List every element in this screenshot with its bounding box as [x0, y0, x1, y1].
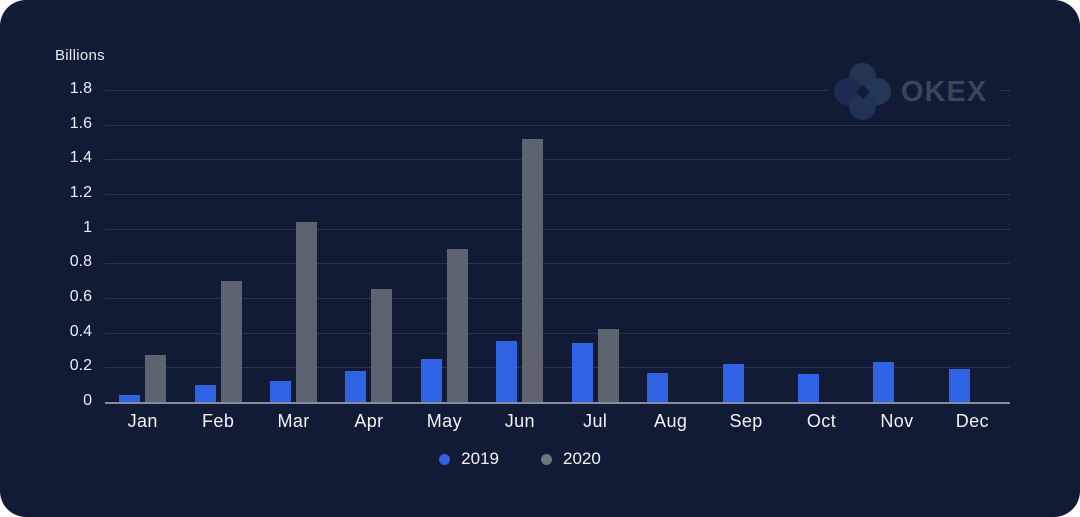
x-tick-label-jan: Jan [127, 411, 158, 431]
y-tick-label: 0.4 [69, 322, 92, 340]
bar-group-dec [935, 90, 1010, 402]
chart-legend: 2019 2020 [0, 449, 1040, 469]
y-tick-label: 0.2 [69, 357, 92, 375]
y-tick-label: 1.2 [69, 184, 92, 201]
x-tick-label-jul: Jul [583, 411, 608, 431]
bar-2019-oct [798, 374, 819, 402]
x-tick-label-nov: Nov [880, 411, 914, 431]
legend-label: 2020 [563, 449, 601, 468]
legend-dot-2020 [541, 453, 552, 465]
bar-2019-jun [496, 341, 518, 402]
gridline [105, 194, 1010, 195]
bar-group-aug [633, 90, 708, 402]
x-tick-label-sep: Sep [729, 411, 763, 431]
x-tick-label-jun: Jun [504, 411, 535, 431]
bar-2020-jul [597, 329, 619, 402]
y-tick-label: 0 [83, 392, 92, 409]
gridline [105, 228, 1010, 230]
x-tick-label-aug: Aug [654, 411, 688, 431]
x-axis-labels: Jan Feb Mar Apr May Jun Jul Aug Sep Oct Nov Dec [105, 411, 1010, 432]
x-tick-label-dec: Dec [955, 411, 989, 431]
bar-2019-may [420, 358, 442, 402]
bar-group-jul [558, 90, 633, 402]
bar-group-nov [859, 90, 934, 402]
bar-group-apr [331, 90, 406, 402]
gridline [105, 90, 1010, 91]
bar-group-oct [784, 90, 859, 402]
y-tick-label: 1.4 [69, 149, 92, 167]
x-tick-label-oct: Oct [806, 411, 837, 431]
bar-2019-nov [873, 362, 895, 402]
okex-logo: OKEX [828, 62, 1000, 122]
x-axis-baseline [105, 402, 1010, 404]
bar-2019-aug [647, 372, 669, 402]
bars-container [105, 90, 1010, 402]
bar-2020-apr [371, 289, 393, 402]
bar-2020-mar [296, 221, 318, 402]
bar-group-sep [708, 90, 783, 402]
bar-2019-mar [270, 381, 292, 402]
gridline [105, 159, 1010, 161]
gridline [105, 263, 1010, 265]
y-tick-label: 1 [83, 218, 92, 236]
gridline [105, 298, 1010, 299]
legend-dot-2019 [439, 453, 451, 465]
bar-2019-sep [722, 363, 744, 402]
legend-label: 2019 [461, 449, 499, 468]
bar-2020-may [446, 249, 468, 402]
y-tick-label: 0.8 [69, 253, 92, 271]
x-tick-label-apr: Apr [354, 411, 384, 431]
y-axis-title: Billions [55, 47, 105, 64]
bar-2019-feb [194, 384, 216, 402]
bar-2019-jul [571, 343, 593, 402]
plot-area [105, 90, 1010, 404]
okex-logo-text: OKEX [901, 75, 988, 108]
bar-group-jun [482, 90, 557, 402]
bar-group-mar [256, 90, 331, 402]
gridline [105, 367, 1010, 369]
x-tick-label-mar: Mar [277, 411, 310, 431]
legend-item-2019: 2019 [439, 449, 499, 469]
okex-logo-icon [834, 63, 892, 121]
y-tick-label: 1.8 [69, 80, 92, 97]
x-tick-label-may: May [426, 411, 462, 431]
x-tick-label-feb: Feb [202, 411, 235, 431]
legend-item-2020: 2020 [541, 449, 601, 469]
gridline [105, 332, 1010, 334]
bar-group-feb [180, 90, 255, 402]
bar-2020-feb [220, 280, 242, 402]
bar-2020-jan [145, 355, 167, 402]
bar-2019-apr [345, 370, 367, 402]
gridline [105, 124, 1010, 126]
bar-2019-dec [948, 369, 970, 402]
bar-group-jan [105, 90, 180, 402]
y-tick-label: 0.6 [69, 288, 92, 305]
y-tick-label: 1.6 [69, 114, 92, 132]
bar-2019-jan [119, 395, 141, 402]
bar-group-may [407, 90, 482, 402]
bar-2020-jun [522, 138, 544, 402]
